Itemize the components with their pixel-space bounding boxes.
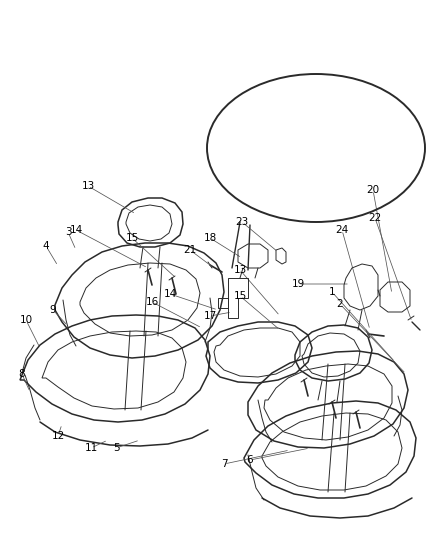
Text: 18: 18 — [203, 233, 217, 243]
Text: 5: 5 — [113, 443, 119, 453]
Text: 13: 13 — [233, 265, 247, 275]
Text: 10: 10 — [19, 315, 32, 325]
Text: 6: 6 — [247, 455, 253, 465]
Text: 23: 23 — [235, 217, 249, 227]
Text: 14: 14 — [69, 225, 83, 235]
Text: 15: 15 — [125, 233, 138, 243]
Text: 22: 22 — [368, 213, 381, 223]
Text: 14: 14 — [163, 289, 177, 299]
Text: 13: 13 — [81, 181, 95, 191]
Text: 12: 12 — [51, 431, 65, 441]
Text: 20: 20 — [367, 185, 380, 195]
Text: 7: 7 — [221, 459, 227, 469]
Text: 9: 9 — [49, 305, 57, 315]
Text: 8: 8 — [19, 369, 25, 379]
Text: 2: 2 — [337, 299, 343, 309]
Text: 19: 19 — [291, 279, 304, 289]
Text: 4: 4 — [42, 241, 49, 251]
Text: 11: 11 — [85, 443, 98, 453]
Text: 21: 21 — [184, 245, 197, 255]
Text: 16: 16 — [145, 297, 159, 307]
Text: 1: 1 — [328, 287, 336, 297]
Text: 3: 3 — [65, 227, 71, 237]
Text: 15: 15 — [233, 291, 247, 301]
Text: 17: 17 — [203, 311, 217, 321]
Text: 24: 24 — [336, 225, 349, 235]
